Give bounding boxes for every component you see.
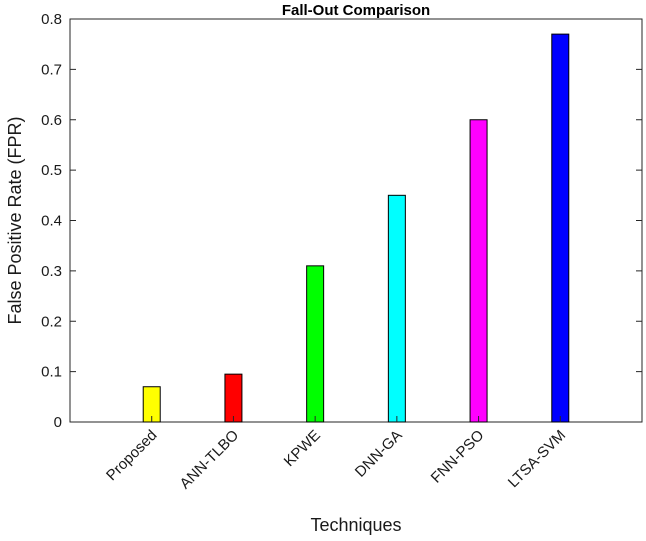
y-tick-label: 0.6 [41,112,62,129]
bar [469,119,488,423]
x-tick-label: DNN-GA [352,427,406,481]
bar [224,373,243,423]
x-tick-label: Proposed [103,427,160,484]
y-tick-label: 0 [54,414,62,431]
y-tick-label: 0.4 [41,213,62,230]
bar [306,265,325,423]
x-axis-label: Techniques [310,515,401,535]
y-tick-label: 0.8 [41,11,62,28]
x-tick-label: LTSA-SVM [505,427,569,491]
y-tick-label: 0.5 [41,162,62,179]
y-tick-label: 0.1 [41,364,62,381]
y-tick-label: 0.2 [41,313,62,330]
x-tick-label: ANN-TLBO [177,427,243,493]
y-tick-label: 0.7 [41,61,62,78]
x-tick-label: KPWE [281,427,324,470]
bar [387,194,406,423]
y-axis-label: False Positive Rate (FPR) [5,116,25,324]
plot-area: 0 0.1 0.2 0.3 0.4 0.5 0.6 0.7 0.8 Proposed ANN-TLB… [41,11,643,493]
chart-title: Fall-Out Comparison [282,2,430,19]
bar [551,33,570,423]
y-tick-label: 0.3 [41,263,62,280]
x-tick-label: FNN-PSO [428,427,488,487]
